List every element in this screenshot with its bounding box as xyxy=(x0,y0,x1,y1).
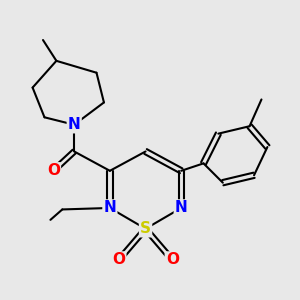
Text: O: O xyxy=(47,163,60,178)
Text: N: N xyxy=(68,117,81,132)
Text: N: N xyxy=(103,200,116,215)
Text: O: O xyxy=(112,253,125,268)
Text: N: N xyxy=(175,200,188,215)
Text: S: S xyxy=(140,221,151,236)
Text: O: O xyxy=(166,253,179,268)
